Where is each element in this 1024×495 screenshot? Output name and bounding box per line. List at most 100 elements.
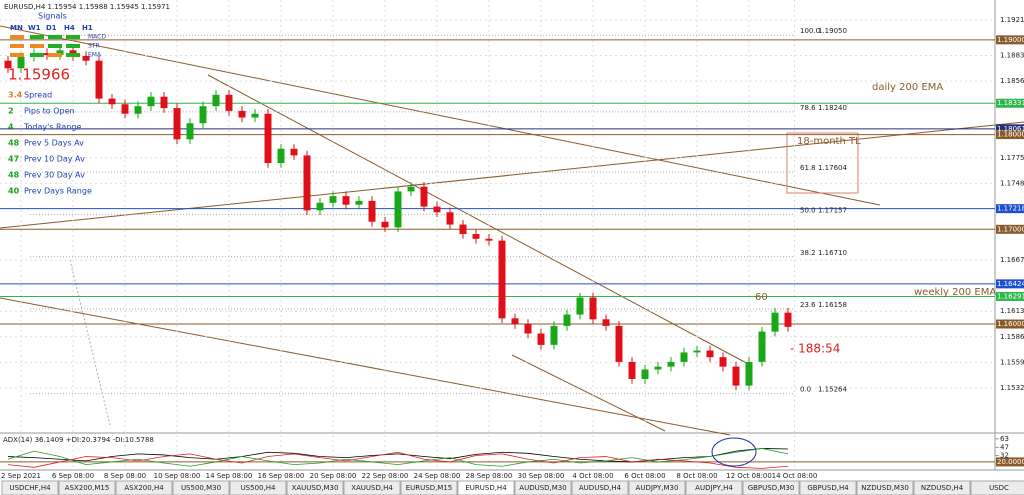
tab[interactable]: [172, 480, 230, 495]
tab-label[interactable]: AUDUSD,H4: [579, 484, 622, 492]
tab-label[interactable]: AUDUSD,M30: [519, 484, 566, 492]
plot: [0, 0, 1024, 470]
x-tick-label: 8 Oct 08:00: [676, 472, 717, 480]
tab-label[interactable]: USDC: [989, 484, 1009, 492]
x-tick-label: 22 Sep 08:00: [362, 472, 409, 480]
adx-level-tag: [996, 457, 1024, 467]
candle-body: [485, 238, 493, 241]
candle-body: [784, 312, 792, 327]
tab-label[interactable]: US500,H4: [241, 484, 276, 492]
candle-body: [680, 352, 688, 362]
tab-label[interactable]: GBPUSD,M30: [748, 484, 795, 492]
bar-timer: - 188:54: [790, 342, 840, 356]
x-tick-label: 6 Sep 08:00: [52, 472, 94, 480]
tab-label[interactable]: NZDUSD,M30: [861, 484, 909, 492]
price-tag: [996, 319, 1024, 329]
tab-label[interactable]: ASX200,H4: [124, 484, 164, 492]
fib-price: 1.15264: [818, 386, 847, 394]
signal-bar: [30, 35, 44, 39]
tab[interactable]: [628, 480, 686, 495]
trendline: [511, 354, 666, 432]
tab[interactable]: [1, 480, 59, 495]
tab-label[interactable]: AUDJPY,M30: [636, 484, 679, 492]
tab-label[interactable]: EURUSD,H4: [465, 484, 507, 492]
candle-body: [602, 319, 610, 326]
tab[interactable]: [685, 480, 743, 495]
trendline: [0, 121, 1024, 229]
tab[interactable]: [229, 480, 287, 495]
fib-level: 38.2: [800, 249, 816, 257]
x-tick-label: 4 Oct 08:00: [572, 472, 613, 480]
tab[interactable]: [742, 480, 800, 495]
adx-line: [7, 448, 789, 467]
y-tick-label: 1.16135: [1000, 307, 1024, 315]
tab[interactable]: [514, 480, 572, 495]
bid-price: 1.15966: [8, 66, 70, 84]
candle-body: [82, 55, 90, 61]
fib-level: 23.6: [800, 301, 816, 309]
candle-body: [615, 325, 623, 362]
tab-label[interactable]: US500,M30: [181, 484, 221, 492]
fib-level: 61.8: [800, 164, 816, 172]
candle-body: [212, 94, 220, 107]
signal-bar: [66, 44, 80, 48]
x-tick-label: 14 Sep 08:00: [206, 472, 253, 480]
tab-label[interactable]: XAUUSD,H4: [351, 484, 393, 492]
price-tag-label: 1.18000: [997, 131, 1024, 139]
tab[interactable]: [970, 480, 1024, 495]
signal-bar: [48, 44, 62, 48]
tab[interactable]: [286, 480, 344, 495]
adx-title: ADX(14) 36.1409 +DI:20.3794 -DI:10.5788: [3, 436, 154, 444]
signal-frame: D1: [46, 24, 57, 32]
tab-label[interactable]: EURUSD,M15: [406, 484, 453, 492]
annotation: weekly 200 EMA: [914, 287, 996, 298]
tab-label[interactable]: ASX200,M15: [65, 484, 110, 492]
tab[interactable]: [457, 480, 515, 495]
tab-label[interactable]: NZDUSD,H4: [921, 484, 964, 492]
candle-body: [186, 123, 194, 140]
candle-body: [537, 333, 545, 345]
candle-body: [576, 297, 584, 315]
candle-body: [134, 106, 142, 114]
signal-bar: [10, 53, 24, 57]
fib-level: 50.0: [800, 206, 816, 214]
price-tag: [996, 291, 1024, 301]
tab[interactable]: [343, 480, 401, 495]
tab[interactable]: [571, 480, 629, 495]
tab-label[interactable]: GBPUSD,H4: [807, 484, 849, 492]
candle-body: [381, 221, 389, 228]
candle-body: [368, 200, 376, 222]
x-tick-label: 20 Sep 08:00: [310, 472, 357, 480]
signals-title: Signals: [38, 12, 67, 21]
tab[interactable]: [400, 480, 458, 495]
x-tick-label: 24 Sep 08:00: [414, 472, 461, 480]
tab[interactable]: [115, 480, 173, 495]
candle-body: [563, 314, 571, 326]
signal-bar: [48, 53, 62, 57]
signal-bar: [10, 44, 24, 48]
tab-label[interactable]: AUDJPY,H4: [695, 484, 733, 492]
tab[interactable]: [856, 480, 914, 495]
signal-bar: [10, 35, 24, 39]
candle-body: [160, 96, 168, 109]
tab[interactable]: [58, 480, 116, 495]
candle-body: [277, 148, 285, 164]
candle-body: [17, 56, 25, 69]
tab-label[interactable]: XAUUSD,M30: [292, 484, 339, 492]
x-tick-label: 10 Sep 08:00: [154, 472, 201, 480]
stat-label: Spread: [24, 91, 52, 100]
tab[interactable]: [913, 480, 971, 495]
candle-body: [238, 110, 246, 118]
fib-price: 1.17604: [818, 164, 847, 172]
y-tick-label: 1.17755: [1000, 154, 1024, 162]
tab-label[interactable]: USDCHF,H4: [9, 484, 51, 492]
price-tag-label: 1.18061: [997, 125, 1024, 133]
tab[interactable]: [799, 480, 857, 495]
fib-level: 78.6: [800, 104, 816, 112]
adx-level-label: 20.0000: [997, 458, 1024, 466]
annotation: daily 200 EMA: [872, 82, 943, 93]
fib-price: 1.19050: [818, 27, 847, 35]
price-tag-label: 1.17218: [997, 205, 1024, 213]
signal-row: STR: [88, 43, 100, 50]
